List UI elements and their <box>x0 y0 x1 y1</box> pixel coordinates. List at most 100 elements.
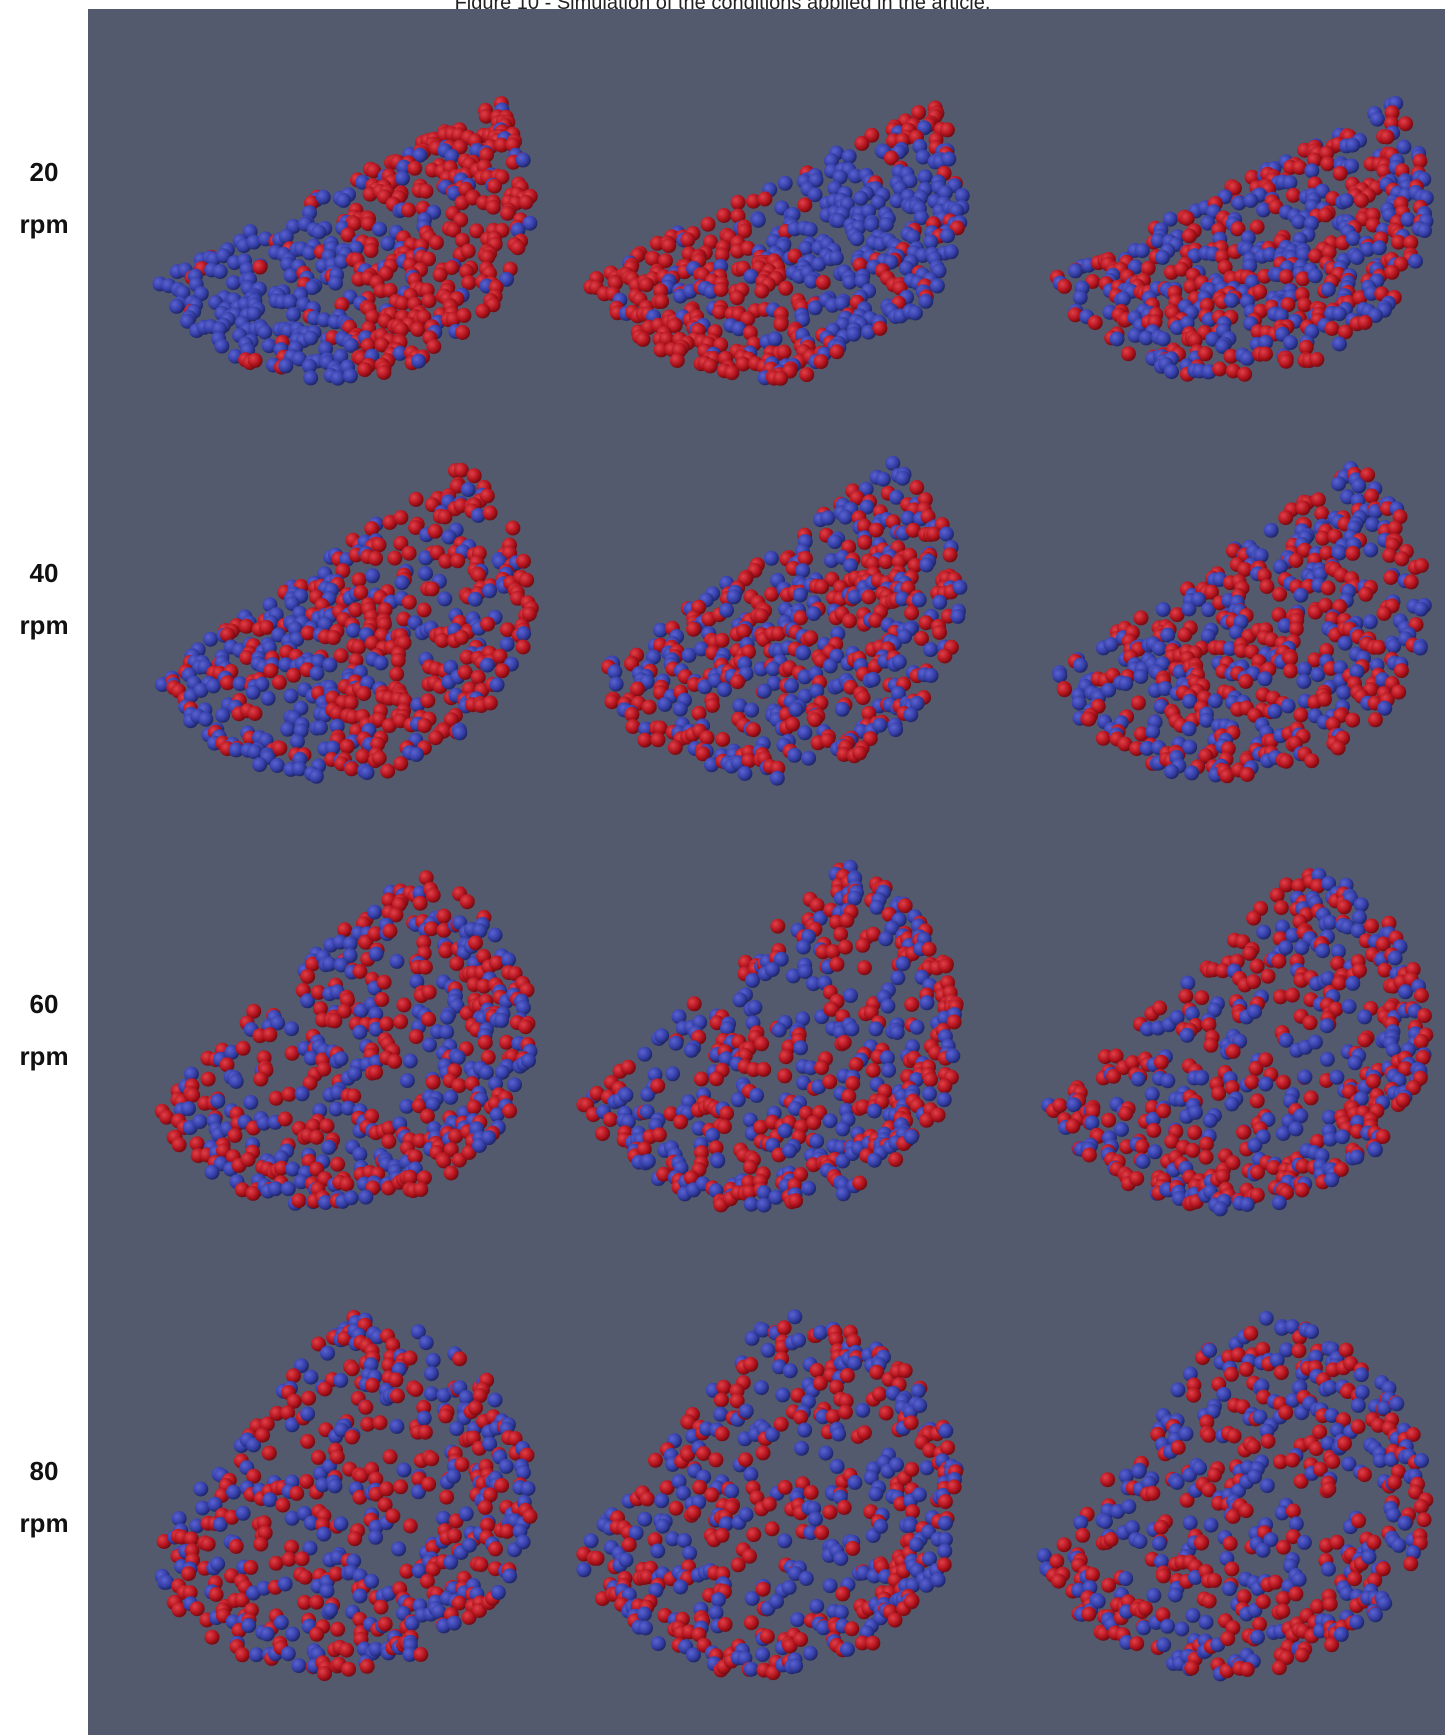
particle <box>356 686 371 701</box>
particle <box>1243 193 1258 208</box>
particle <box>1391 685 1406 700</box>
particle <box>595 1126 610 1141</box>
particle <box>1180 1028 1195 1043</box>
particle <box>1160 1073 1175 1088</box>
particle <box>1296 500 1311 515</box>
particle <box>1293 588 1308 603</box>
particle <box>1304 163 1319 178</box>
unit: rpm <box>0 1497 88 1549</box>
particle <box>1244 1075 1259 1090</box>
particle <box>1271 954 1286 969</box>
particle <box>227 1128 242 1143</box>
particle <box>793 1040 808 1055</box>
particle <box>365 1378 380 1393</box>
particle <box>1345 713 1360 728</box>
particle <box>1180 976 1195 991</box>
particle <box>1199 1137 1214 1152</box>
particle <box>1396 1093 1411 1108</box>
particle <box>1238 674 1253 689</box>
particle <box>1145 1087 1160 1102</box>
particle <box>507 1077 522 1092</box>
particle <box>213 264 228 279</box>
particle <box>1261 969 1276 984</box>
particle <box>854 136 869 151</box>
particle <box>1324 1172 1339 1187</box>
particle <box>376 365 391 380</box>
particle <box>1081 712 1096 727</box>
particle <box>777 1068 792 1083</box>
particle <box>372 222 387 237</box>
particle <box>505 521 520 536</box>
particle <box>1285 988 1300 1003</box>
particle <box>458 665 473 680</box>
particle <box>1414 602 1429 617</box>
row-label: 40rpm <box>0 547 88 651</box>
particle <box>866 672 881 687</box>
particle <box>609 677 624 692</box>
particle <box>210 1557 225 1572</box>
particle <box>241 1152 256 1167</box>
particle <box>867 1153 882 1168</box>
particle <box>796 940 811 955</box>
particle <box>757 684 772 699</box>
particle <box>1131 1072 1146 1087</box>
particle <box>190 1601 205 1616</box>
particle <box>229 1074 244 1089</box>
particle <box>327 1013 342 1028</box>
particle <box>316 1527 331 1542</box>
particle <box>478 1035 493 1050</box>
particle <box>716 208 731 223</box>
particle <box>846 327 861 342</box>
particle <box>924 668 939 683</box>
particle <box>1160 628 1175 643</box>
particle <box>937 1092 952 1107</box>
particle <box>717 1119 732 1134</box>
particle <box>456 308 471 323</box>
particle <box>657 697 672 712</box>
particle <box>1337 899 1352 914</box>
particle <box>714 282 729 297</box>
particle <box>1354 193 1369 208</box>
particle <box>516 554 531 569</box>
particle <box>1404 574 1419 589</box>
particle <box>838 940 853 955</box>
particle <box>295 1086 310 1101</box>
particle <box>1247 1004 1262 1019</box>
particle <box>1068 263 1083 278</box>
particle <box>236 1506 251 1521</box>
particle <box>765 962 780 977</box>
particle <box>396 1463 411 1478</box>
particle <box>255 1428 270 1443</box>
particle <box>393 1479 408 1494</box>
particle <box>393 1014 408 1029</box>
particle <box>480 488 495 503</box>
particle <box>806 1115 821 1130</box>
particle <box>730 290 745 305</box>
particle <box>650 1078 665 1093</box>
particle <box>1155 250 1170 265</box>
particle <box>333 1051 348 1066</box>
particle <box>268 1181 283 1196</box>
particle <box>333 1373 348 1388</box>
particle <box>1164 364 1179 379</box>
particle <box>486 200 501 215</box>
particle <box>756 1062 771 1077</box>
particle <box>797 197 812 212</box>
particle <box>344 695 359 710</box>
particle <box>912 592 927 607</box>
particle <box>377 975 392 990</box>
particle <box>236 1041 251 1056</box>
particle <box>519 573 534 588</box>
particle <box>1318 207 1333 222</box>
particle <box>1065 1119 1080 1134</box>
particle <box>869 523 884 538</box>
particle <box>192 1114 207 1129</box>
particle <box>1146 1123 1161 1138</box>
particle <box>1203 1113 1218 1128</box>
particle <box>853 191 868 206</box>
particle <box>838 510 853 525</box>
particle <box>289 1486 304 1501</box>
particle <box>300 1434 315 1449</box>
particle <box>322 657 337 672</box>
particle <box>284 1021 299 1036</box>
